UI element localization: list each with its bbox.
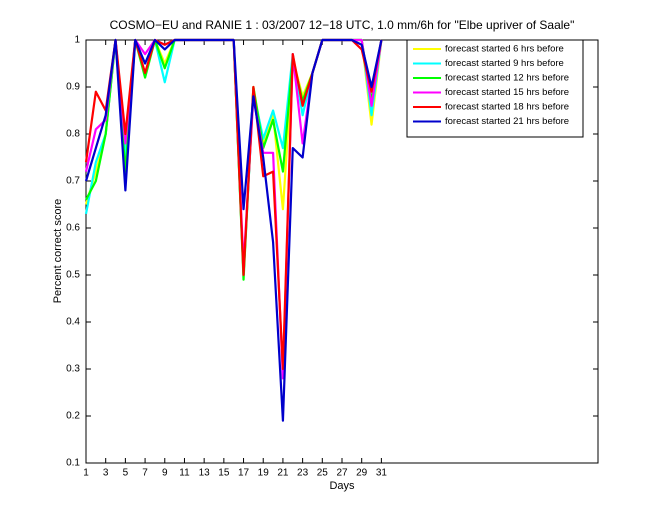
x-tick-label: 27 bbox=[336, 468, 348, 479]
legend-label: forecast started 18 hrs before bbox=[445, 102, 569, 113]
y-tick-label: 0.8 bbox=[66, 129, 80, 140]
legend-label: forecast started 9 hrs before bbox=[445, 58, 564, 69]
x-tick-label: 31 bbox=[376, 468, 388, 479]
x-tick-label: 25 bbox=[317, 468, 329, 479]
x-tick-label: 3 bbox=[103, 468, 109, 479]
x-tick-label: 29 bbox=[356, 468, 368, 479]
x-tick-label: 17 bbox=[238, 468, 250, 479]
x-tick-label: 5 bbox=[123, 468, 129, 479]
x-tick-label: 19 bbox=[258, 468, 270, 479]
legend-label: forecast started 15 hrs before bbox=[445, 87, 569, 98]
y-tick-label: 0.6 bbox=[66, 223, 80, 234]
x-tick-label: 15 bbox=[218, 468, 230, 479]
y-axis-label: Percent correct score bbox=[52, 199, 64, 304]
x-tick-label: 13 bbox=[199, 468, 211, 479]
legend-label: forecast started 21 hrs before bbox=[445, 116, 569, 127]
y-tick-label: 0.1 bbox=[66, 458, 80, 469]
legend-label: forecast started 12 hrs before bbox=[445, 73, 569, 84]
y-tick-label: 0.7 bbox=[66, 176, 80, 187]
y-tick-label: 0.5 bbox=[66, 270, 80, 281]
x-tick-label: 9 bbox=[162, 468, 168, 479]
x-tick-label: 1 bbox=[83, 468, 89, 479]
x-tick-label: 11 bbox=[179, 468, 190, 479]
y-tick-label: 0.3 bbox=[66, 364, 80, 375]
x-axis-label: Days bbox=[329, 480, 355, 492]
y-tick-label: 0.9 bbox=[66, 82, 80, 93]
chart-title: COSMO−EU and RANIE 1 : 03/2007 12−18 UTC… bbox=[110, 18, 575, 32]
x-tick-label: 21 bbox=[277, 468, 289, 479]
x-tick-label: 7 bbox=[142, 468, 148, 479]
x-tick-label: 23 bbox=[297, 468, 309, 479]
series-line bbox=[84, 38, 383, 422]
y-tick-label: 0.4 bbox=[66, 317, 80, 328]
y-tick-label: 0.2 bbox=[66, 411, 80, 422]
y-tick-label: 1 bbox=[74, 35, 80, 46]
legend-label: forecast started 6 hrs before bbox=[445, 44, 564, 55]
